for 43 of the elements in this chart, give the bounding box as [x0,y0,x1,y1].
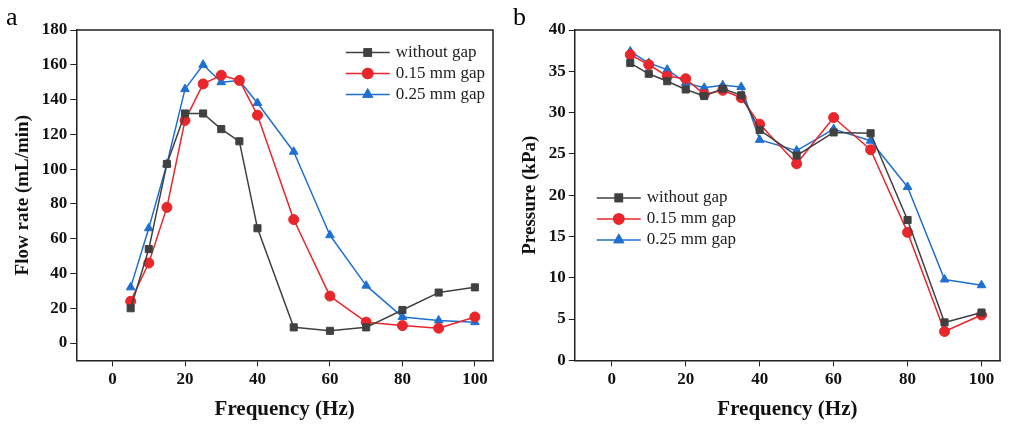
y-tick-label: 120 [41,123,68,143]
y-tick-label: 35 [548,60,566,80]
y-tick-label: 0 [557,349,566,369]
x-tick-label: 80 [393,368,411,388]
y-tick-label: 180 [41,19,68,39]
y-tick-label: 160 [41,54,68,74]
y-tick-label: 40 [548,19,566,39]
y-tick-label: 30 [548,101,566,121]
y-tick-label: 20 [50,297,68,317]
y-tick-label: 15 [548,225,566,245]
x-tick-label: 60 [321,368,339,388]
y-tick-label: 40 [50,262,68,282]
x-axis-title: Frequency (Hz) [717,395,858,420]
y-tick-label: 10 [548,267,566,287]
x-tick-label: 100 [462,368,488,388]
x-tick-label: 60 [825,368,843,388]
x-tick-label: 0 [108,368,117,388]
y-tick-label: 60 [50,228,68,248]
y-tick-label: 0 [58,332,68,352]
chart-title: a [6,2,18,32]
x-tick-label: 80 [899,368,917,388]
x-tick-label: 40 [751,368,769,388]
y-tick-label: 100 [41,158,68,178]
legend-label: 0.15 mm gap [646,208,737,228]
y-tick-label: 25 [548,143,566,163]
y-axis-title: Pressure (kPa) [518,135,541,255]
legend-label: 0.15 mm gap [395,62,486,82]
x-tick-label: 0 [607,368,617,388]
legend-label: 0.25 mm gap [395,83,486,103]
x-tick-label: 100 [968,368,995,388]
x-tick-label: 20 [677,368,695,388]
y-tick-label: 140 [41,88,68,108]
y-tick-label: 5 [557,308,566,328]
legend-label: 0.25 mm gap [646,229,737,249]
y-axis-title: Flow rate (mL/min) [11,115,34,276]
y-tick-label: 80 [50,193,68,213]
x-tick-label: 40 [248,368,266,388]
chart-title: b [513,2,526,32]
legend-label: without gap [646,187,728,207]
y-tick-label: 20 [548,184,566,204]
x-axis-title: Frequency (Hz) [214,395,355,420]
x-tick-label: 20 [176,368,194,388]
legend-label: without gap [395,41,477,61]
